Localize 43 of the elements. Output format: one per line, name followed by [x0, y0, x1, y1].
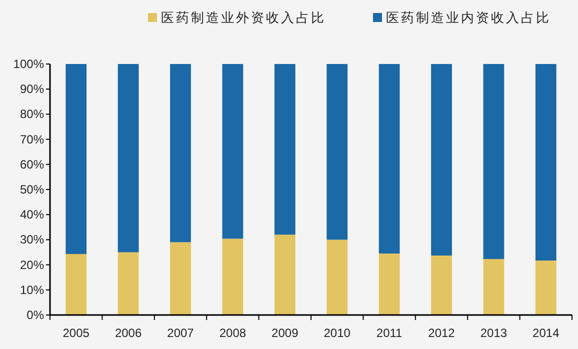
bar — [118, 64, 139, 252]
bar — [378, 64, 400, 254]
x-tick-label: 2012 — [428, 326, 456, 340]
bar — [378, 254, 400, 315]
x-tick-label: 2010 — [324, 326, 351, 340]
y-tick-label: 70% — [20, 132, 44, 146]
bar — [118, 252, 139, 315]
bar — [222, 64, 244, 239]
bar — [535, 260, 556, 315]
bar — [222, 238, 244, 315]
bar — [483, 64, 504, 260]
bar — [274, 234, 296, 315]
bar — [170, 242, 191, 315]
y-tick-label: 60% — [20, 157, 44, 172]
y-tick-label: 30% — [20, 232, 44, 247]
y-tick-label: 80% — [20, 107, 44, 122]
bar — [170, 64, 191, 242]
legend-item: 医药制造业内资收入占比 — [373, 10, 551, 25]
x-tick-label: 2007 — [167, 326, 194, 340]
y-tick-label: 50% — [20, 182, 44, 196]
y-tick-label: 40% — [20, 208, 44, 222]
legend-item: 医药制造业外资收入占比 — [148, 10, 326, 25]
bar — [535, 64, 556, 261]
x-tick-label: 2008 — [219, 326, 246, 340]
x-tick-label: 2006 — [114, 326, 142, 340]
y-tick-label: 90% — [20, 82, 44, 96]
bar — [66, 64, 87, 254]
x-tick-label: 2014 — [532, 326, 560, 340]
bar — [326, 240, 348, 315]
x-tick-label: 2005 — [62, 326, 90, 340]
bar — [431, 256, 452, 315]
y-tick-label: 20% — [20, 258, 44, 272]
bar — [326, 64, 348, 240]
bar — [483, 259, 504, 315]
x-tick-label: 2011 — [376, 326, 403, 340]
bar — [66, 254, 87, 315]
y-tick-label: 0% — [26, 308, 44, 322]
y-tick-label: 100% — [13, 57, 44, 71]
x-tick-label: 2009 — [272, 326, 299, 340]
x-tick-label: 2013 — [480, 326, 508, 340]
bar — [431, 64, 452, 256]
y-tick-label: 10% — [20, 282, 44, 297]
bar — [274, 64, 296, 235]
